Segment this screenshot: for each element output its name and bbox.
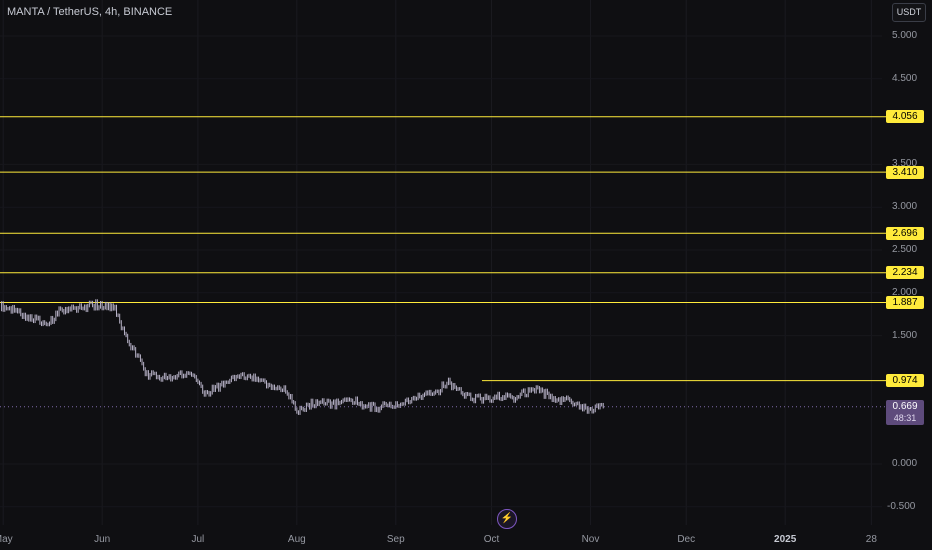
currency-button[interactable]: USDT bbox=[892, 3, 926, 22]
x-tick-label: Oct bbox=[483, 534, 500, 545]
x-tick-label: Nov bbox=[581, 534, 600, 545]
x-tick-label: 2025 bbox=[774, 534, 797, 545]
y-tick-label: 2.000 bbox=[892, 286, 918, 298]
x-tick-label: Sep bbox=[386, 534, 405, 545]
level-label: 3.410 bbox=[886, 165, 924, 179]
x-tick-label: Jul bbox=[191, 534, 205, 545]
y-tick-label: 1.500 bbox=[892, 329, 918, 341]
last-price-tag: 0.669 48:31 bbox=[886, 400, 924, 425]
x-tick-label: Dec bbox=[677, 534, 696, 545]
y-tick-label: 0.000 bbox=[892, 458, 918, 469]
level-label: 1.887 bbox=[886, 295, 924, 309]
y-tick-label: -0.500 bbox=[887, 500, 916, 512]
y-tick-label: 3.000 bbox=[892, 201, 918, 213]
level-label: 2.234 bbox=[886, 266, 924, 280]
price-series bbox=[1, 299, 604, 415]
horizontal-levels bbox=[0, 116, 886, 382]
y-tick-label: 2.500 bbox=[892, 244, 918, 255]
level-label: 2.696 bbox=[886, 226, 924, 240]
symbol-title: MANTA / TetherUS, 4h, BINANCE bbox=[7, 6, 173, 18]
level-label: 0.974 bbox=[886, 374, 924, 388]
y-tick-label: 5.000 bbox=[892, 30, 918, 41]
y-tick-label: 3.500 bbox=[892, 158, 918, 170]
bar-countdown: 48:31 bbox=[893, 413, 917, 423]
lightning-icon[interactable]: ⚡ bbox=[497, 509, 517, 529]
x-tick-label: 28 bbox=[865, 534, 877, 545]
x-tick-label: May bbox=[0, 534, 13, 545]
last-price-value: 0.669 bbox=[892, 401, 918, 412]
x-tick-label: Jun bbox=[94, 534, 111, 545]
y-tick-label: 4.500 bbox=[892, 72, 918, 84]
grid-lines bbox=[2, 0, 872, 525]
x-tick-label: Aug bbox=[287, 534, 306, 545]
level-label: 4.056 bbox=[886, 110, 924, 124]
